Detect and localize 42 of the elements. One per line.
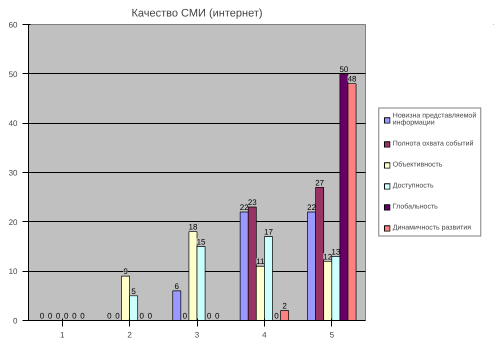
data-label: 48 — [348, 74, 358, 84]
data-label: 12 — [323, 252, 333, 262]
data-label: 0 — [107, 312, 112, 320]
data-label: 0 — [182, 312, 188, 320]
data-label: 15 — [196, 238, 206, 246]
y-tick-label: 60 — [8, 20, 18, 30]
data-label: 0 — [80, 312, 86, 320]
y-tick-label: 30 — [8, 168, 18, 178]
data-label: 18 — [188, 222, 198, 232]
data-label: 17 — [264, 228, 274, 237]
chart-title: Качество СМИ (интернет) — [131, 8, 263, 20]
y-tick-label: 20 — [8, 218, 18, 227]
y-tick-label: 50 — [8, 70, 18, 79]
data-label: 0 — [115, 312, 120, 320]
data-label: 0 — [140, 312, 145, 320]
data-label: 27 — [315, 178, 325, 188]
data-label: 0 — [56, 312, 61, 320]
y-tick-label: 0 — [13, 316, 18, 326]
data-label: 6 — [174, 282, 180, 291]
data-label: 0 — [48, 312, 53, 320]
data-label: 0 — [72, 312, 78, 320]
data-label: 11 — [256, 257, 266, 266]
data-label: 50 — [339, 64, 349, 74]
data-label: 0 — [274, 312, 280, 320]
data-label: 22 — [307, 202, 317, 212]
data-label: 0 — [40, 312, 45, 320]
x-tick-label: 4 — [262, 330, 268, 340]
x-tick-label: 5 — [330, 330, 335, 340]
data-label: 22 — [240, 202, 250, 212]
data-label: 0 — [214, 312, 220, 320]
x-tick-label: 1 — [60, 330, 65, 340]
data-label: 0 — [206, 312, 212, 320]
data-label: 2 — [282, 302, 288, 311]
data-label: 5 — [131, 286, 136, 296]
x-tick-label: 2 — [127, 330, 132, 340]
data-label: 0 — [148, 312, 153, 320]
data-label: 23 — [248, 198, 258, 208]
x-tick-label: 3 — [194, 330, 200, 340]
y-tick-label: 40 — [8, 119, 18, 128]
data-label: 9 — [123, 267, 128, 276]
data-label: 0 — [64, 312, 70, 320]
y-tick-label: 10 — [8, 267, 18, 276]
